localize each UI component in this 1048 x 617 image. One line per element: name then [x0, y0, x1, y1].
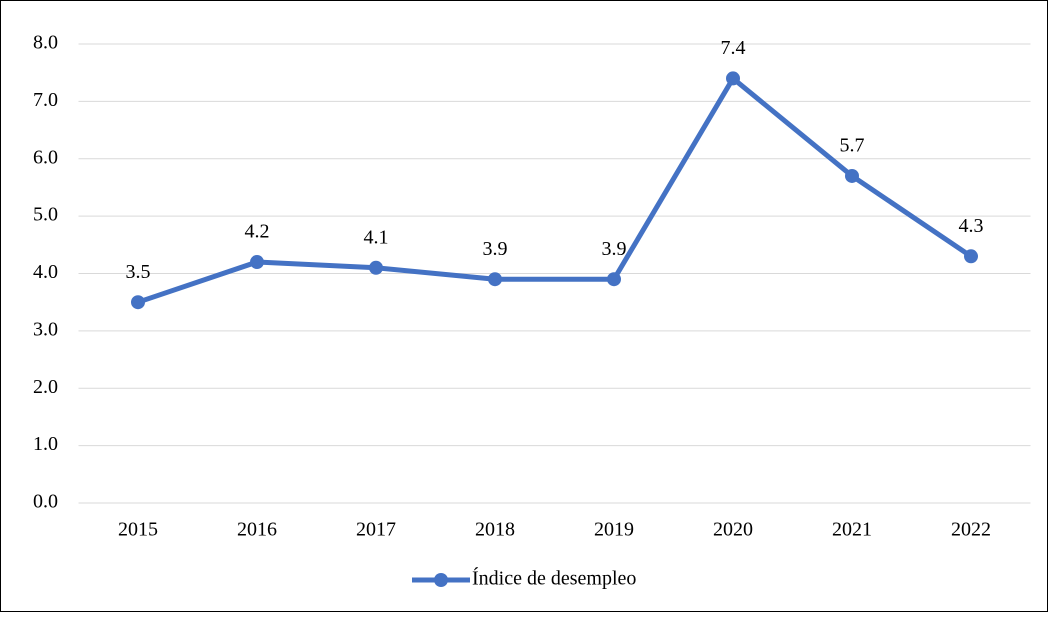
data-point	[726, 71, 740, 86]
x-tick-label: 2021	[832, 519, 872, 541]
data-label: 4.2	[245, 221, 270, 243]
x-tick-label: 2019	[594, 519, 634, 541]
data-point	[488, 272, 502, 287]
data-point	[845, 168, 859, 183]
y-tick-label: 2.0	[33, 376, 58, 398]
data-point	[964, 249, 978, 264]
y-tick-label: 4.0	[33, 261, 58, 283]
x-tick-label: 2016	[237, 519, 277, 541]
y-tick-label: 1.0	[33, 433, 58, 455]
data-label: 3.9	[602, 238, 627, 260]
data-label: 3.9	[483, 238, 508, 260]
series-line	[137, 75, 973, 305]
data-point	[250, 255, 264, 270]
data-point	[131, 295, 145, 310]
data-point	[369, 260, 383, 275]
y-tick-label: 6.0	[33, 146, 58, 168]
data-label: 4.1	[364, 226, 389, 248]
x-tick-label: 2022	[951, 519, 991, 541]
x-tick-label: 2020	[713, 519, 753, 541]
data-point	[607, 272, 621, 287]
data-label: 3.5	[126, 261, 151, 283]
legend-marker	[434, 573, 448, 587]
y-tick-label: 3.0	[33, 318, 58, 340]
x-tick-label: 2018	[475, 519, 515, 541]
data-label: 7.4	[721, 37, 746, 59]
y-tick-label: 0.0	[33, 491, 58, 513]
x-tick-label: 2017	[356, 519, 396, 541]
data-label: 5.7	[840, 135, 865, 157]
legend-label: Índice de desempleo	[472, 567, 636, 590]
y-tick-label: 7.0	[33, 89, 58, 111]
y-tick-label: 8.0	[33, 32, 58, 54]
y-tick-label: 5.0	[33, 204, 58, 226]
data-label: 4.3	[959, 215, 984, 237]
x-tick-label: 2015	[118, 519, 158, 541]
